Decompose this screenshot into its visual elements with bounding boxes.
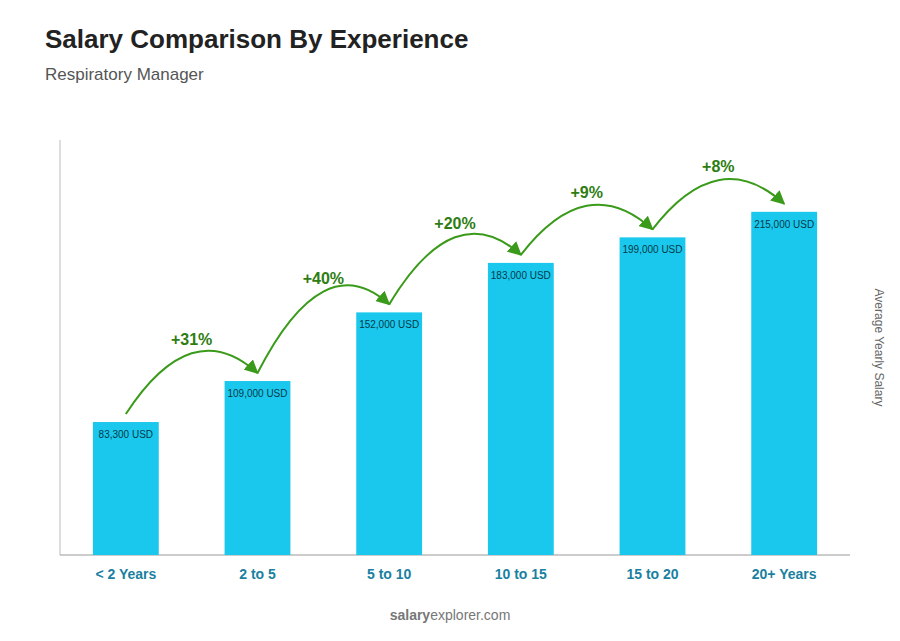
change-arrow bbox=[389, 234, 521, 305]
bar bbox=[751, 212, 817, 555]
watermark-part: explorer.com bbox=[430, 607, 510, 623]
x-tick-label: < 2 Years bbox=[95, 566, 156, 582]
chart-container: Salary Comparison By Experience Respirato… bbox=[0, 0, 900, 641]
x-tick-label: 20+ Years bbox=[752, 566, 817, 582]
bar bbox=[356, 312, 422, 555]
bar bbox=[620, 237, 686, 555]
y-axis-label: Average Yearly Salary bbox=[872, 289, 886, 407]
subtitle: Respiratory Manager bbox=[45, 65, 204, 84]
pct-label: +9% bbox=[570, 184, 602, 201]
bars bbox=[93, 212, 817, 555]
watermark: salaryexplorer.com bbox=[390, 607, 511, 623]
x-tick-label: 10 to 15 bbox=[495, 566, 547, 582]
pct-label: +31% bbox=[171, 331, 212, 348]
x-tick-label: 15 to 20 bbox=[626, 566, 678, 582]
change-arrow bbox=[258, 285, 390, 373]
pct-label: +20% bbox=[434, 215, 475, 232]
data-label: 183,000 USD bbox=[491, 270, 551, 281]
chart: Salary Comparison By Experience Respirato… bbox=[0, 0, 900, 641]
change-arrow bbox=[521, 205, 653, 255]
data-label: 109,000 USD bbox=[227, 388, 287, 399]
data-label: 83,300 USD bbox=[99, 429, 153, 440]
x-tick-label: 5 to 10 bbox=[367, 566, 412, 582]
bar bbox=[225, 381, 291, 555]
pct-label: +40% bbox=[303, 270, 344, 287]
title: Salary Comparison By Experience bbox=[45, 24, 468, 54]
x-tick-label: 2 to 5 bbox=[239, 566, 276, 582]
watermark-part: salary bbox=[390, 607, 431, 623]
x-axis-line bbox=[60, 555, 850, 556]
change-arrow bbox=[126, 351, 258, 414]
bar bbox=[488, 263, 554, 555]
change-arrow bbox=[653, 179, 785, 229]
data-label: 152,000 USD bbox=[359, 319, 419, 330]
pct-label: +8% bbox=[702, 158, 734, 175]
data-label: 199,000 USD bbox=[622, 244, 682, 255]
y-axis-line bbox=[60, 140, 61, 555]
bar bbox=[93, 422, 159, 555]
data-label: 215,000 USD bbox=[754, 219, 814, 230]
